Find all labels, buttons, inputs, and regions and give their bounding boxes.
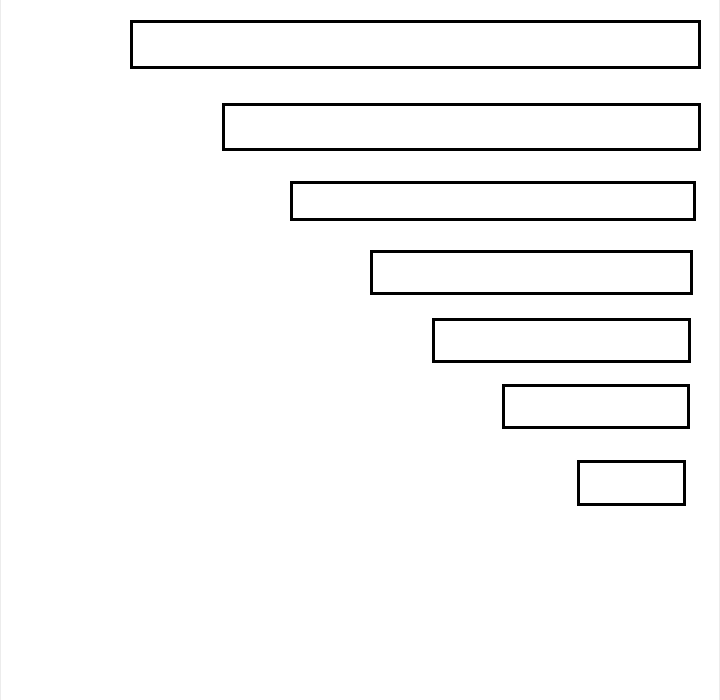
empty-box-4 — [370, 250, 693, 295]
empty-box-2 — [222, 103, 701, 151]
empty-box-1 — [130, 20, 701, 69]
empty-box-6 — [502, 384, 690, 429]
empty-box-3 — [290, 181, 696, 221]
empty-box-5 — [432, 318, 691, 363]
empty-box-7 — [577, 460, 686, 506]
